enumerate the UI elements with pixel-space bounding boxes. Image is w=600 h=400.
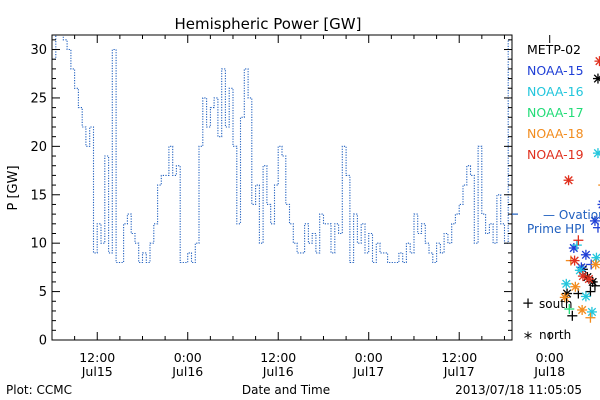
data-point-noaa-16-0 xyxy=(561,278,572,289)
x-tick-label-date: Jul17 xyxy=(443,364,475,379)
marker-legend-label-north: north xyxy=(539,328,571,342)
x-tick-label-date: Jul16 xyxy=(171,364,203,379)
data-point-noaa-16-3-stroke xyxy=(581,292,591,301)
legend-entry-noaa-15: NOAA-15 xyxy=(527,63,584,78)
data-point-noaa-16-6-stroke xyxy=(593,150,600,158)
x-tick-label-date: Jul17 xyxy=(352,364,384,379)
x-axis-label: Date and Time xyxy=(242,383,330,397)
data-point-noaa-19-1 xyxy=(569,255,580,266)
marker-legend: + south * north xyxy=(522,294,573,349)
marker-legend-symbol-south: + xyxy=(522,294,535,312)
data-point-noaa-19-3-stroke xyxy=(578,271,588,281)
x-tick-label-date: Jul16 xyxy=(262,364,294,379)
data-point-noaa-16-5-stroke xyxy=(592,253,600,262)
y-tick-label: 30 xyxy=(30,43,47,58)
data-point-noaa-18-0-stroke xyxy=(560,293,569,302)
data-point-metp-02-5 xyxy=(585,286,596,297)
legend-entry-noaa-19: NOAA-19 xyxy=(527,147,584,162)
axis-ticks-layer: 05101520253012:00Jul150:00Jul1612:00Jul1… xyxy=(30,35,565,379)
data-point-metp-02-8-stroke xyxy=(593,75,600,83)
x-tick-label-time: 12:00 xyxy=(260,350,296,365)
ovation-line-layer xyxy=(52,35,512,264)
x-tick-label-time: 0:00 xyxy=(355,350,383,365)
ovation-hpi-line xyxy=(52,35,512,264)
data-point-noaa-19-2 xyxy=(573,235,584,246)
data-point-noaa-18-5 xyxy=(590,259,600,270)
y-tick-label: 15 xyxy=(30,188,47,203)
data-point-noaa-18-3-stroke xyxy=(577,305,587,315)
data-point-noaa-19-4 xyxy=(583,274,594,284)
x-tick-label-time: 0:00 xyxy=(536,350,564,365)
data-point-metp-02-7 xyxy=(589,280,600,291)
x-tick-label-date: Jul15 xyxy=(81,364,113,379)
legend: METP-02 NOAA-15 NOAA-16 NOAA-17 NOAA-18 NOAA-… xyxy=(522,42,600,349)
data-point-noaa-16-4-stroke xyxy=(587,307,597,317)
ovation-legend-line2: Prime HPI xyxy=(527,222,585,236)
satellite-points-layer xyxy=(559,56,600,323)
data-point-noaa-16-4 xyxy=(586,306,597,317)
marker-legend-label-south: south xyxy=(539,297,573,311)
y-tick-label: 20 xyxy=(30,140,47,155)
x-tick-label-time: 12:00 xyxy=(441,350,477,365)
data-point-metp-02-8 xyxy=(592,73,600,84)
y-tick-label: 0 xyxy=(39,334,47,349)
plot-frame xyxy=(51,34,513,341)
footer-plot-credit: Plot: CCMC xyxy=(6,383,72,397)
legend-entry-noaa-18: NOAA-18 xyxy=(527,126,584,141)
data-point-noaa-18-4 xyxy=(585,312,596,323)
data-point-noaa-16-1 xyxy=(571,240,582,251)
data-point-noaa-16-0-stroke xyxy=(562,279,571,289)
legend-entry-noaa-17: NOAA-17 xyxy=(527,105,584,120)
data-point-noaa-16-6 xyxy=(592,148,600,159)
data-point-noaa-18-5-stroke xyxy=(591,260,600,269)
chart-title: Hemispheric Power [GW] xyxy=(175,15,362,33)
data-point-noaa-19-5 xyxy=(594,56,600,67)
x-tick-label-date: Jul18 xyxy=(533,364,565,379)
footer-timestamp: 2013/07/18 11:05:05 xyxy=(455,383,582,397)
ovation-legend-line1: — Ovation xyxy=(543,208,600,222)
data-point-noaa-16-3 xyxy=(580,291,591,302)
data-point-noaa-15-2-stroke xyxy=(581,250,591,260)
data-point-noaa-19-4-stroke xyxy=(584,274,594,284)
x-tick-label-time: 0:00 xyxy=(174,350,202,365)
data-point-noaa-15-2 xyxy=(580,249,591,260)
legend-entry-metp-02: METP-02 xyxy=(527,42,581,57)
series-legend: METP-02 NOAA-15 NOAA-16 NOAA-17 NOAA-18 NOAA-… xyxy=(527,42,584,162)
data-point-noaa-19-5-stroke xyxy=(595,59,600,66)
y-tick-label: 5 xyxy=(39,285,47,300)
y-tick-label: 10 xyxy=(30,237,47,252)
marker-legend-symbol-north: * xyxy=(524,329,533,349)
data-point-noaa-19-1-stroke xyxy=(570,256,579,265)
data-point-noaa-18-3 xyxy=(577,304,588,315)
data-point-noaa-17-0 xyxy=(564,304,575,315)
data-point-noaa-16-2-stroke xyxy=(575,266,585,275)
y-tick-label: 25 xyxy=(30,91,47,106)
legend-entry-noaa-16: NOAA-16 xyxy=(527,84,584,99)
data-point-noaa-19-0 xyxy=(563,175,574,186)
data-point-noaa-15-5 xyxy=(592,222,600,233)
data-point-noaa-19-0-stroke xyxy=(564,176,573,185)
x-tick-label-time: 12:00 xyxy=(79,350,115,365)
data-point-noaa-18-0 xyxy=(559,292,570,303)
data-point-noaa-18-2-stroke xyxy=(571,282,580,291)
data-point-noaa-15-4-stroke xyxy=(590,216,600,226)
y-axis-label: P [GW] xyxy=(6,165,21,210)
data-point-noaa-18-2 xyxy=(570,281,581,292)
data-point-metp-02-1 xyxy=(567,310,578,321)
